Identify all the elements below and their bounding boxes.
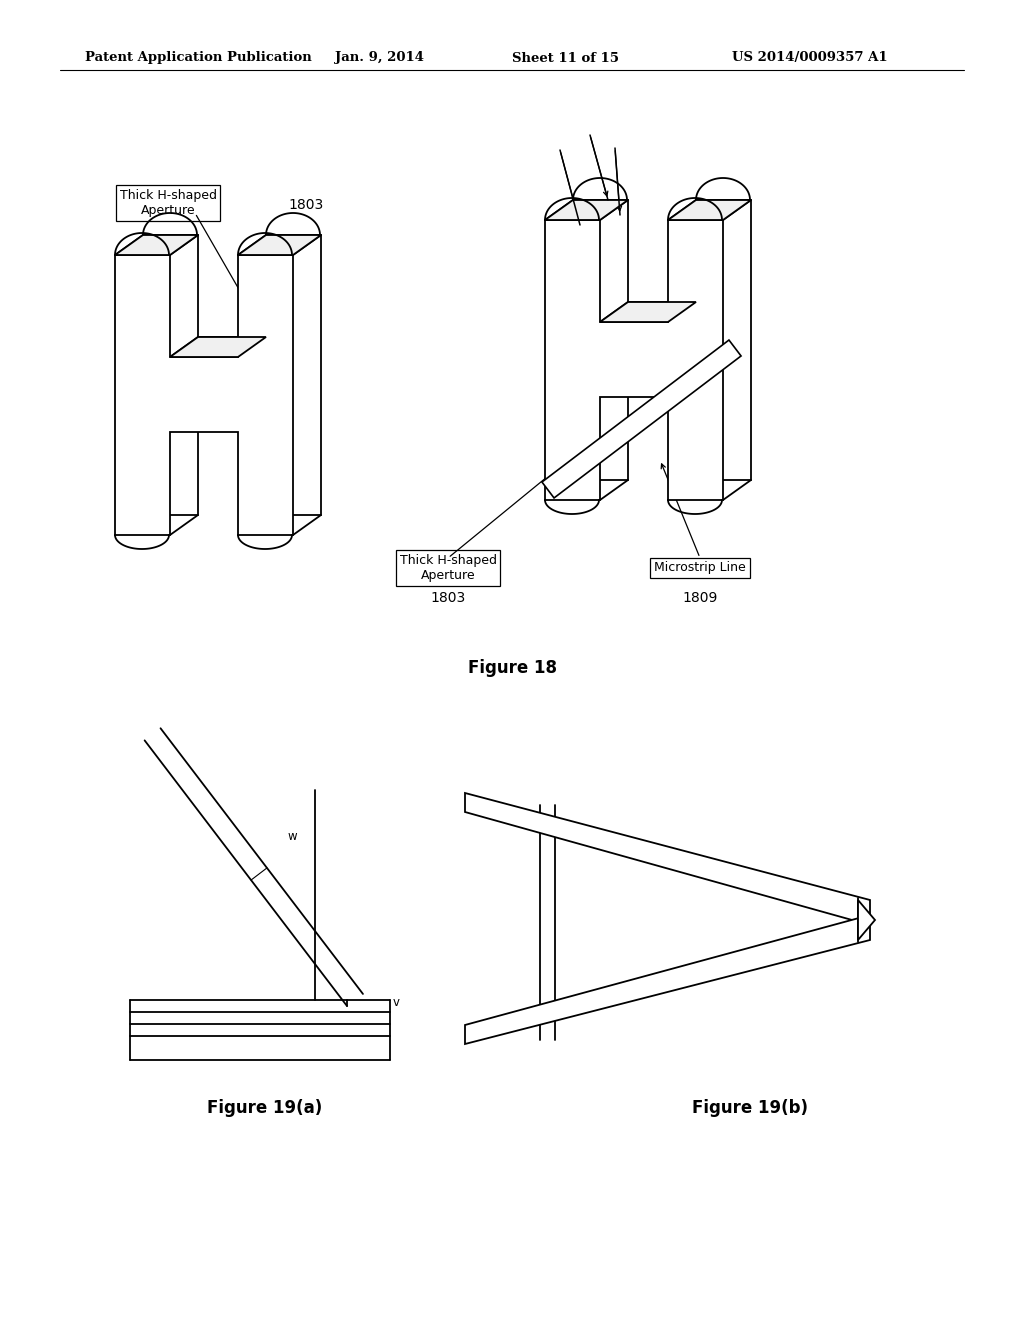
Polygon shape [465, 793, 870, 925]
Text: v: v [393, 995, 400, 1008]
Text: US 2014/0009357 A1: US 2014/0009357 A1 [732, 51, 888, 65]
Polygon shape [668, 201, 751, 220]
Polygon shape [573, 201, 751, 480]
Polygon shape [170, 337, 266, 356]
Text: Thick H-shaped
Aperture: Thick H-shaped Aperture [120, 189, 216, 216]
Text: Figure 18: Figure 18 [468, 659, 556, 677]
Text: Microstrip Line: Microstrip Line [654, 561, 745, 574]
Polygon shape [143, 235, 321, 515]
Polygon shape [600, 302, 696, 322]
Polygon shape [542, 341, 741, 498]
Text: Patent Application Publication: Patent Application Publication [85, 51, 311, 65]
Polygon shape [465, 915, 870, 1044]
Text: Figure 19(a): Figure 19(a) [208, 1100, 323, 1117]
Text: 1803: 1803 [288, 198, 324, 213]
Polygon shape [545, 201, 628, 220]
Polygon shape [115, 235, 198, 255]
Text: Figure 19(b): Figure 19(b) [692, 1100, 808, 1117]
Polygon shape [545, 220, 723, 500]
Polygon shape [238, 235, 321, 255]
Polygon shape [115, 255, 293, 535]
Text: w: w [288, 830, 298, 843]
Text: 1809: 1809 [682, 591, 718, 605]
Text: Thick H-shaped
Aperture: Thick H-shaped Aperture [399, 554, 497, 582]
Text: 1803: 1803 [430, 591, 466, 605]
Text: Jan. 9, 2014: Jan. 9, 2014 [336, 51, 425, 65]
Polygon shape [858, 900, 874, 940]
Text: Sheet 11 of 15: Sheet 11 of 15 [512, 51, 618, 65]
